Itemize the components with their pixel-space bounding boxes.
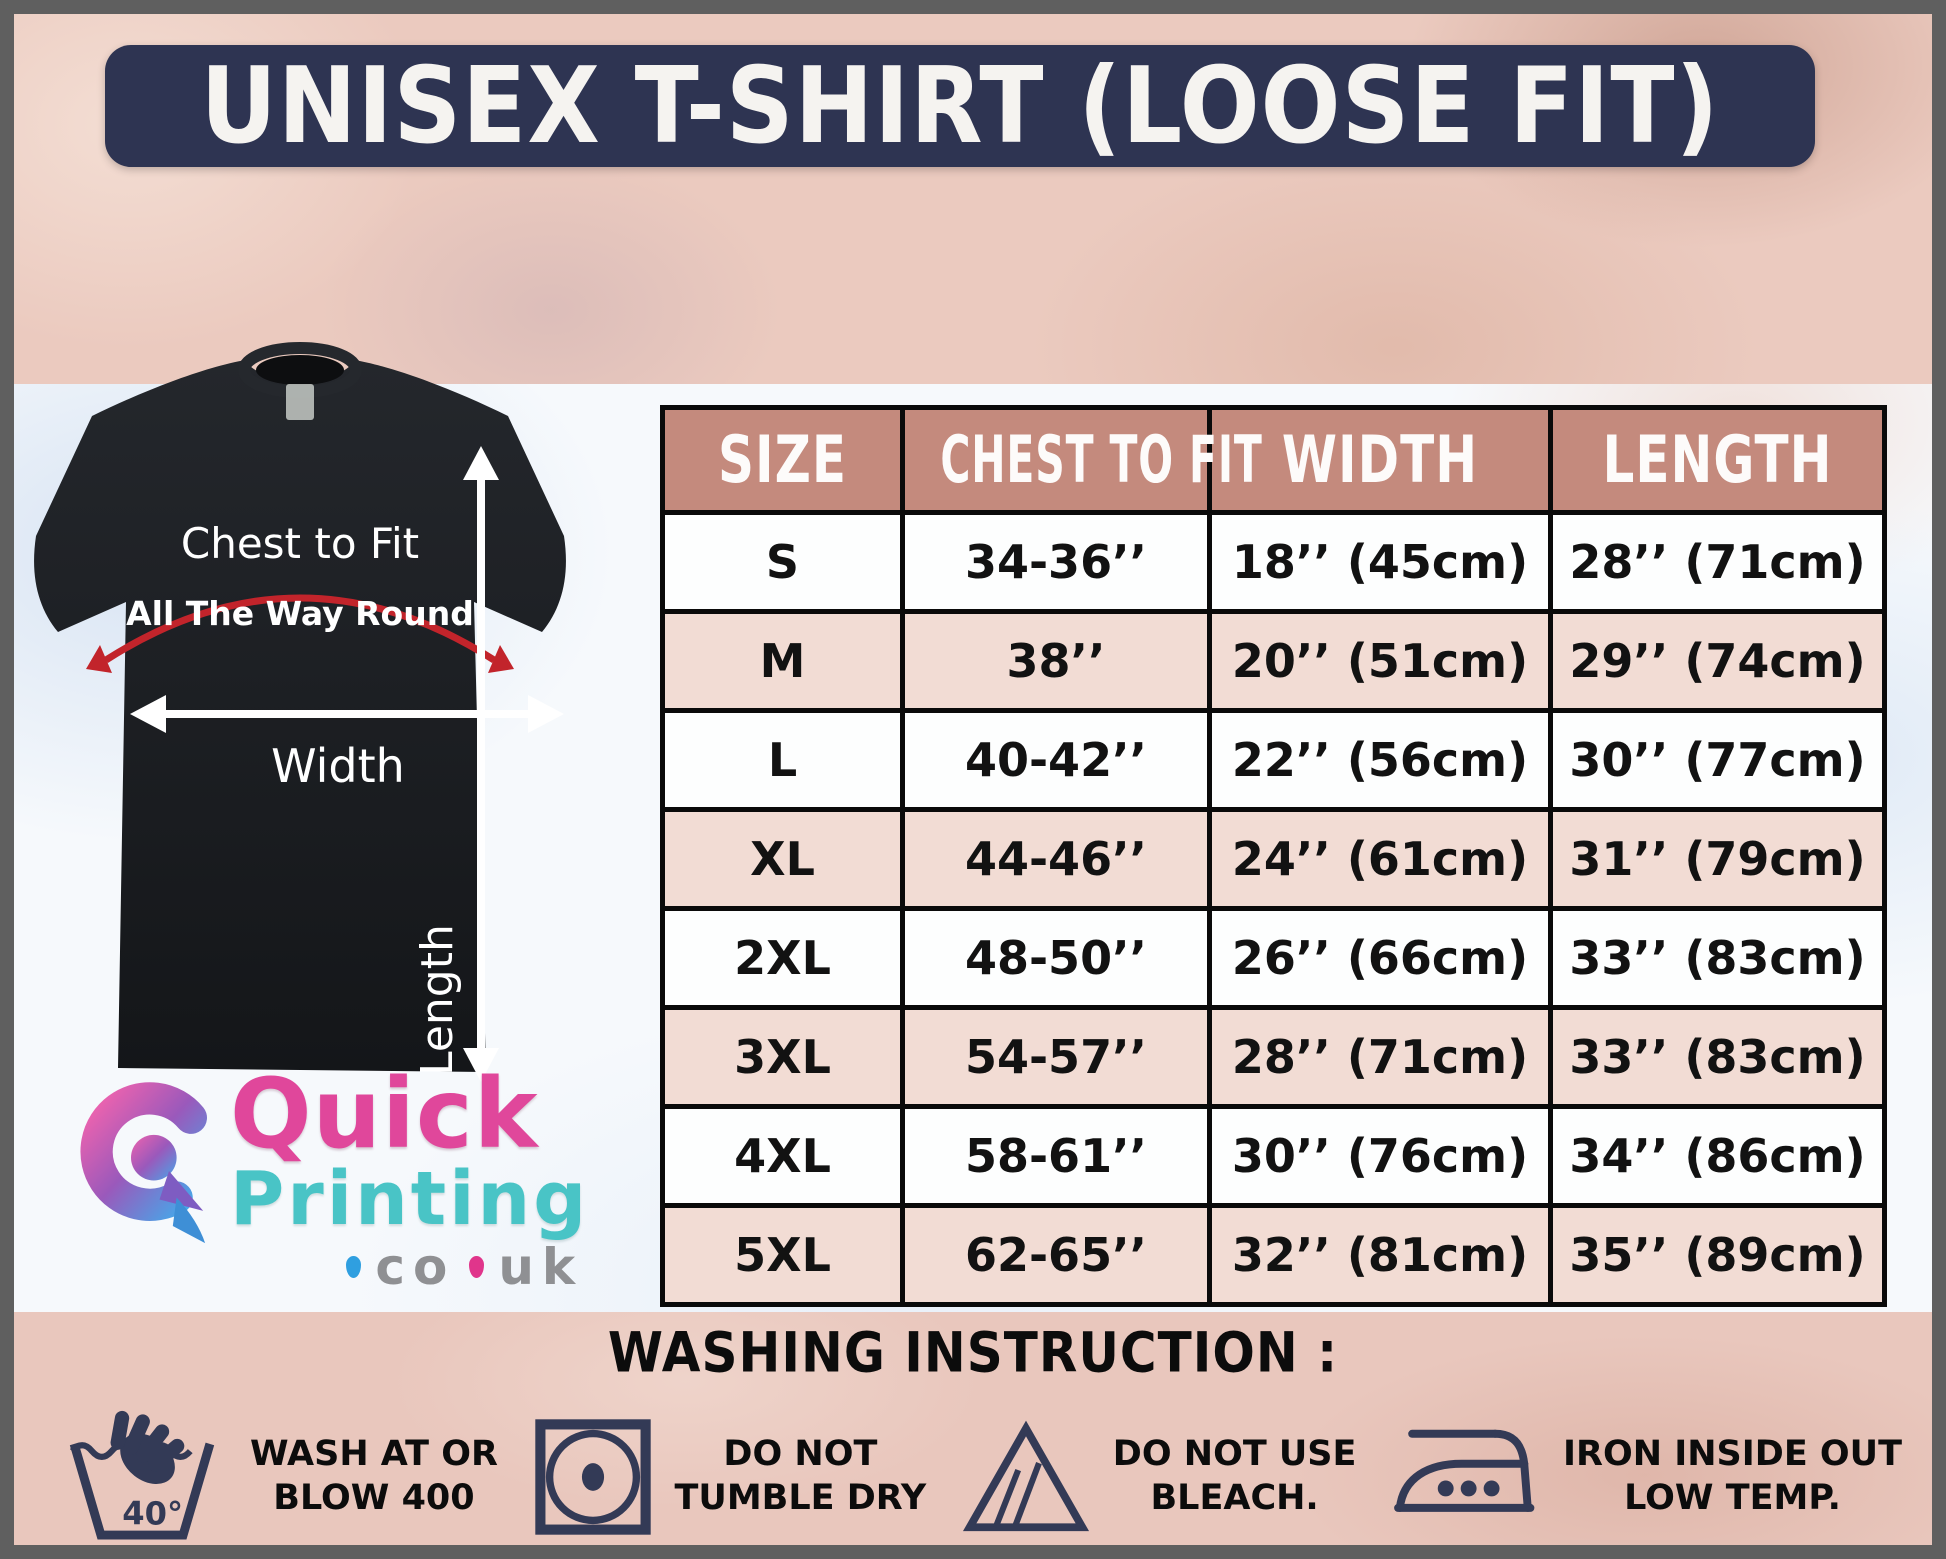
size-cell: M — [660, 609, 905, 713]
width-cell: 22’’ (56cm) — [1207, 708, 1553, 812]
size-chart-table: SIZE CHEST TO FIT WIDTH LENGTH S 34-36’’… — [660, 405, 1887, 1307]
logo-domain-co: co — [375, 1238, 456, 1297]
width-cell: 26’’ (66cm) — [1207, 906, 1553, 1010]
column-header-width: WIDTH — [1207, 405, 1553, 515]
brand-logo: Quick Printing co uk — [74, 1058, 590, 1296]
washing-instructions-row: 40° WASH AT OR BLOW 400 DO NOT TUMBLE DR… — [56, 1410, 1902, 1544]
chest-cell: 48-50’’ — [900, 906, 1212, 1010]
logo-mark-icon — [80, 1082, 207, 1244]
washing-instruction-item: 40° WASH AT OR BLOW 400 — [56, 1410, 498, 1544]
chest-cell: 38’’ — [900, 609, 1212, 713]
do-not-tumble-dry-icon — [534, 1419, 651, 1535]
width-cell: 30’’ (76cm) — [1207, 1104, 1553, 1208]
table-row: 5XL 62-65’’ 32’’ (81cm) 35’’ (89cm) — [660, 1203, 1887, 1307]
size-cell: XL — [660, 807, 905, 911]
length-cell: 29’’ (74cm) — [1548, 609, 1887, 713]
do-not-bleach-icon — [962, 1420, 1089, 1532]
length-cell: 34’’ (86cm) — [1548, 1104, 1887, 1208]
neck-label — [286, 384, 314, 420]
tshirt-diagram: Chest to Fit All The Way Round Width Len… — [34, 342, 566, 1082]
washing-label: IRON INSIDE OUT LOW TEMP. — [1563, 1434, 1902, 1518]
table-row: L 40-42’’ 22’’ (56cm) 30’’ (77cm) — [660, 708, 1887, 812]
length-cell: 31’’ (79cm) — [1548, 807, 1887, 911]
length-cell: 30’’ (77cm) — [1548, 708, 1887, 812]
washing-instruction-item: DO NOT TUMBLE DRY — [533, 1417, 927, 1537]
hand-wash-icon: 40° — [69, 1410, 215, 1540]
table-row: 4XL 58-61’’ 30’’ (76cm) 34’’ (86cm) — [660, 1104, 1887, 1208]
length-cell: 35’’ (89cm) — [1548, 1203, 1887, 1307]
length-arrow — [463, 446, 499, 1082]
size-cell: 5XL — [660, 1203, 905, 1307]
chest-cell: 44-46’’ — [900, 807, 1212, 911]
size-cell: S — [660, 510, 905, 614]
size-cell: L — [660, 708, 905, 812]
chest-to-fit-label: Chest to Fit — [181, 519, 419, 568]
width-cell: 24’’ (61cm) — [1207, 807, 1553, 911]
logo-word-quick: Quick — [230, 1058, 539, 1170]
width-cell: 28’’ (71cm) — [1207, 1005, 1553, 1109]
blue-droplet-icon — [346, 1256, 362, 1279]
width-cell: 20’’ (51cm) — [1207, 609, 1553, 713]
washing-title: WASHING INSTRUCTION : — [607, 1321, 1339, 1385]
chest-cell: 34-36’’ — [900, 510, 1212, 614]
size-cell: 4XL — [660, 1104, 905, 1208]
width-arrow — [130, 695, 564, 733]
column-header-chest: CHEST TO FIT — [900, 405, 1262, 515]
iron-low-temp-icon — [1394, 1429, 1535, 1512]
washing-instruction-item: IRON INSIDE OUT LOW TEMP. — [1391, 1419, 1902, 1535]
title-banner: UNISEX T-SHIRT (LOOSE FIT) — [105, 45, 1815, 167]
column-header-size: SIZE — [660, 405, 905, 515]
washing-instruction-item: DO NOT USE BLEACH. — [961, 1417, 1357, 1537]
chest-arc-arrow — [86, 594, 514, 673]
logo-word-printing: Printing — [230, 1156, 590, 1243]
width-cell: 32’’ (81cm) — [1207, 1203, 1553, 1307]
table-row: XL 44-46’’ 24’’ (61cm) 31’’ (79cm) — [660, 807, 1887, 911]
size-cell: 3XL — [660, 1005, 905, 1109]
washing-label: DO NOT TUMBLE DRY — [674, 1434, 927, 1518]
width-label: Width — [271, 739, 405, 793]
all-the-way-round-label: All The Way Round — [126, 594, 474, 633]
washing-band — [14, 1312, 1932, 1545]
size-cell: 2XL — [660, 906, 905, 1010]
chest-cell: 62-65’’ — [900, 1203, 1212, 1307]
width-cell: 18’’ (45cm) — [1207, 510, 1553, 614]
chest-cell: 58-61’’ — [900, 1104, 1212, 1208]
table-row: 3XL 54-57’’ 28’’ (71cm) 33’’ (83cm) — [660, 1005, 1887, 1109]
table-row: S 34-36’’ 18’’ (45cm) 28’’ (71cm) — [660, 510, 1887, 614]
svg-text:40°: 40° — [122, 1494, 183, 1532]
poster-title: UNISEX T-SHIRT (LOOSE FIT) — [200, 44, 1720, 168]
logo-domain: co uk — [230, 1238, 589, 1296]
table-row: 2XL 48-50’’ 26’’ (66cm) 33’’ (83cm) — [660, 906, 1887, 1010]
table-row: M 38’’ 20’’ (51cm) 29’’ (74cm) — [660, 609, 1887, 713]
length-cell: 28’’ (71cm) — [1548, 510, 1887, 614]
column-header-length: LENGTH — [1548, 405, 1887, 515]
chest-cell: 54-57’’ — [900, 1005, 1212, 1109]
length-cell: 33’’ (83cm) — [1548, 906, 1887, 1010]
chest-cell: 40-42’’ — [900, 708, 1212, 812]
length-label: Length — [412, 924, 463, 1076]
header-row: SIZE CHEST TO FIT WIDTH LENGTH — [660, 405, 1887, 515]
length-cell: 33’’ (83cm) — [1548, 1005, 1887, 1109]
logo-domain-uk: uk — [498, 1238, 584, 1297]
pink-droplet-icon — [469, 1256, 485, 1279]
washing-label: DO NOT USE BLEACH. — [1112, 1434, 1357, 1518]
washing-label: WASH AT OR BLOW 400 — [250, 1434, 498, 1518]
